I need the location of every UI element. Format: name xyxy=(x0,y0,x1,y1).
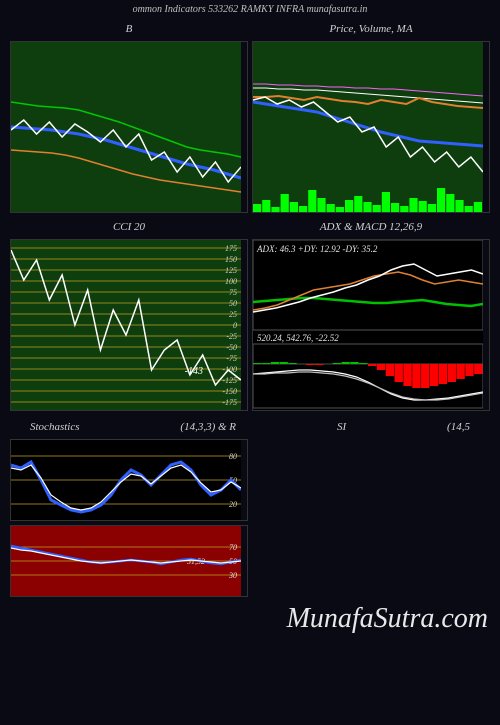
bb-chart xyxy=(10,41,248,213)
svg-text:-143: -143 xyxy=(185,366,203,377)
adx-macd-chart: ADX: 46.3 +DY: 12.92 -DY: 35.2 520.24, 54… xyxy=(252,239,490,411)
svg-text:0: 0 xyxy=(233,321,237,330)
svg-text:-25: -25 xyxy=(226,332,237,341)
svg-text:25: 25 xyxy=(229,310,237,319)
price-ma-title: Price, Volume, MA xyxy=(252,19,490,37)
rsi-title-a: SI xyxy=(337,421,346,433)
adx-macd-title: ADX & MACD 12,26,9 xyxy=(252,217,490,235)
svg-text:80: 80 xyxy=(229,452,237,461)
bb-title: B xyxy=(10,19,248,37)
svg-text:ADX: 46.3 +DY: 12.92 -DY: 35.: ADX: 46.3 +DY: 12.92 -DY: 35.2 xyxy=(256,244,378,254)
stoch-title-left: Stochastics xyxy=(30,421,80,433)
svg-text:175: 175 xyxy=(225,244,237,253)
rsi-title-b: (14,5 xyxy=(447,421,470,433)
svg-text:-50: -50 xyxy=(226,343,237,352)
svg-text:100: 100 xyxy=(225,277,237,286)
cci-chart: 175 150 125 100 75 50 25 0 -25 -50 -75 -100 -125 -150… xyxy=(10,239,248,411)
svg-text:150: 150 xyxy=(225,255,237,264)
svg-text:-125: -125 xyxy=(222,376,237,385)
svg-text:-175: -175 xyxy=(222,398,237,407)
svg-text:125: 125 xyxy=(225,266,237,275)
svg-text:75: 75 xyxy=(229,288,237,297)
svg-text:50: 50 xyxy=(229,299,237,308)
stoch-chart: 805020 xyxy=(10,439,248,521)
svg-text:30: 30 xyxy=(228,571,237,580)
watermark: MunafaSutra.com xyxy=(287,603,488,635)
stoch-title-right: (14,3,3) & R xyxy=(180,421,236,433)
chart-grid: B Price, Volume, MA CCI 20 ADX & MACD 12… xyxy=(0,19,500,597)
svg-text:20: 20 xyxy=(229,500,237,509)
price-ma-chart xyxy=(252,41,490,213)
svg-text:-75: -75 xyxy=(226,354,237,363)
page-header: ommon Indicators 533262 RAMKY INFRA muna… xyxy=(0,0,500,19)
row3-titles: Stochastics (14,3,3) & R SI (14,5 xyxy=(10,415,490,435)
cci-title: CCI 20 xyxy=(10,217,248,235)
rsi-chart: 70503051,52 xyxy=(10,525,248,597)
svg-text:-100: -100 xyxy=(222,365,237,374)
svg-text:70: 70 xyxy=(229,543,237,552)
svg-text:520.24, 542.76, -22.52: 520.24, 542.76, -22.52 xyxy=(257,333,339,343)
svg-text:-150: -150 xyxy=(222,387,237,396)
